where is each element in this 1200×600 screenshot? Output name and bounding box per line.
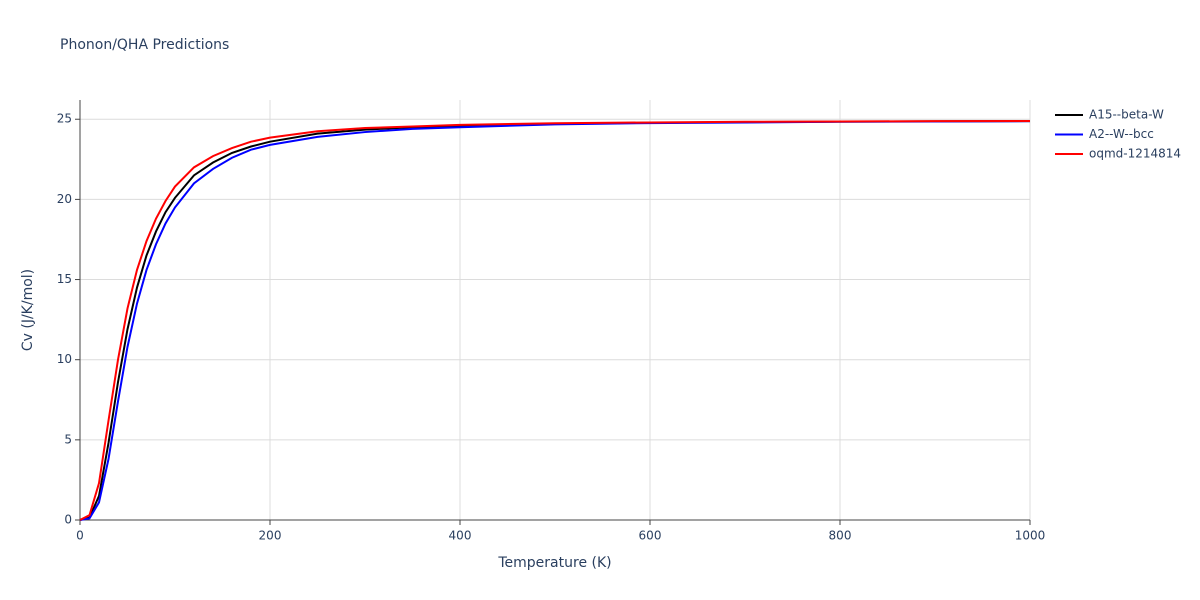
y-tick-label: 15: [57, 272, 72, 286]
legend-label: A2--W--bcc: [1089, 127, 1154, 141]
x-axis-title: Temperature (K): [497, 555, 611, 571]
x-tick-label: 400: [449, 529, 472, 543]
legend-label: A15--beta-W: [1089, 108, 1164, 122]
y-tick-label: 25: [57, 112, 72, 126]
series-line: [79, 120, 1031, 521]
y-tick-label: 5: [64, 432, 72, 446]
y-tick-label: 20: [57, 192, 72, 206]
x-tick-label: 600: [639, 529, 662, 543]
series-line: [79, 120, 1031, 521]
x-tick-label: 0: [76, 529, 84, 543]
y-tick-label: 10: [57, 352, 72, 366]
legend-label: oqmd-1214814: [1089, 147, 1181, 161]
y-tick-label: 0: [64, 513, 72, 527]
series-line: [79, 120, 1031, 521]
x-tick-label: 1000: [1015, 529, 1046, 543]
chart-title: Phonon/QHA Predictions: [60, 37, 229, 53]
y-axis-title: Cv (J/K/mol): [20, 269, 36, 351]
x-tick-label: 800: [829, 529, 852, 543]
x-tick-label: 200: [259, 529, 282, 543]
